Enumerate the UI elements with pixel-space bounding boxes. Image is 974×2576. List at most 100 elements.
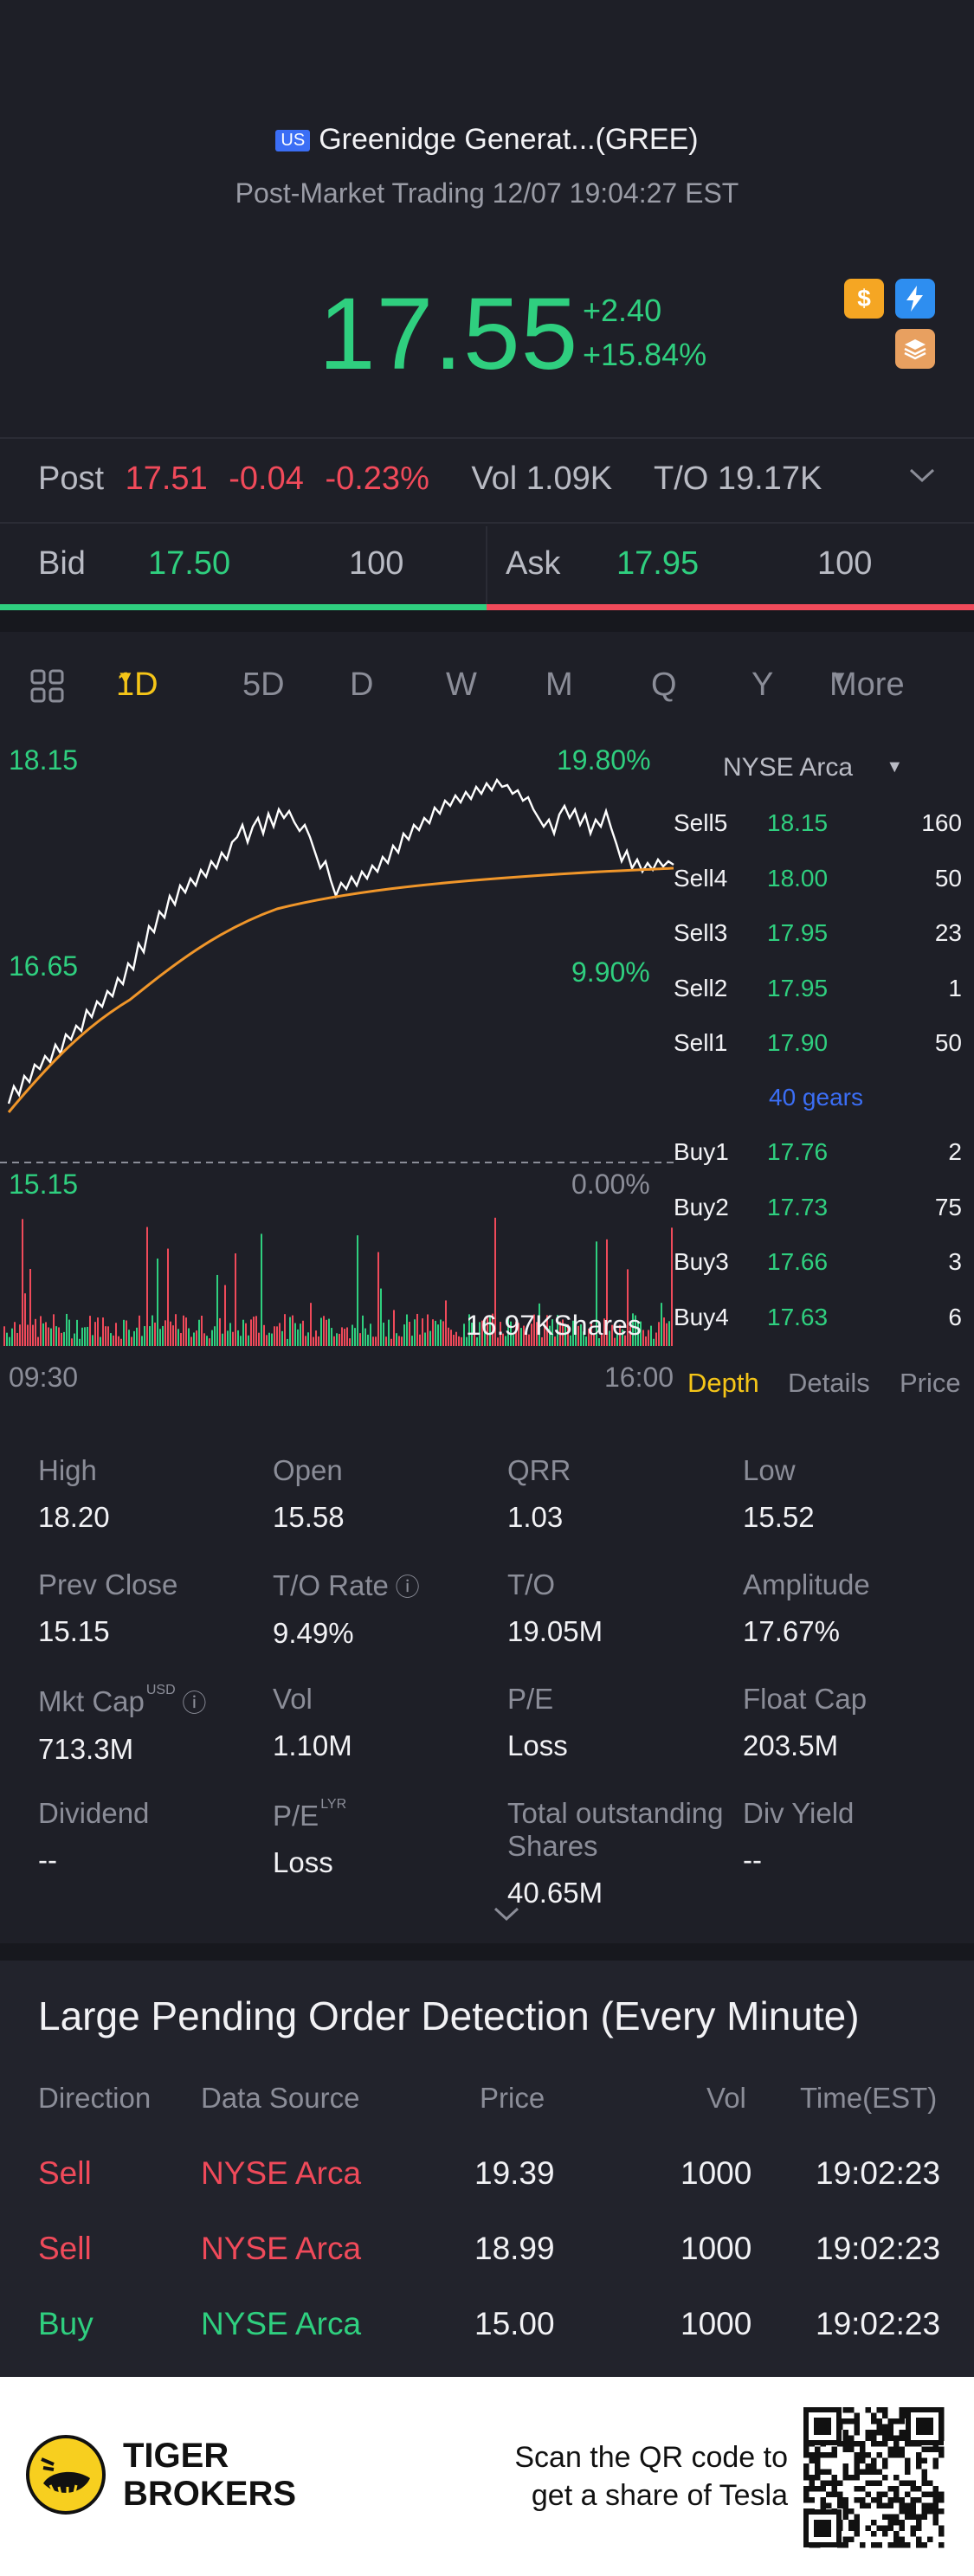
volume-bar bbox=[227, 1330, 229, 1346]
layers-icon[interactable] bbox=[895, 329, 935, 369]
stat-label: High bbox=[38, 1454, 97, 1486]
divider bbox=[486, 526, 487, 604]
trading-status: Post-Market Trading 12/07 19:04:27 EST bbox=[235, 177, 739, 209]
volume-bar bbox=[380, 1288, 382, 1346]
info-icon[interactable]: ⓘ bbox=[175, 1690, 207, 1716]
volume-bar bbox=[367, 1334, 369, 1346]
tab-details[interactable]: Details bbox=[788, 1368, 870, 1398]
volume-bar bbox=[172, 1325, 174, 1346]
lightning-icon[interactable] bbox=[895, 279, 935, 319]
volume-bar bbox=[658, 1322, 660, 1346]
tab-depth[interactable]: Depth bbox=[687, 1368, 759, 1398]
ob-level-price: 17.73 bbox=[767, 1193, 829, 1220]
stat-label: Float Cap bbox=[743, 1683, 868, 1715]
stat-item: QRR 1.03 bbox=[507, 1454, 741, 1534]
triangle-down-icon: ▼ bbox=[116, 667, 135, 688]
tab-price[interactable]: Price bbox=[900, 1368, 961, 1398]
ob-level-label: Sell1 bbox=[674, 1029, 728, 1056]
pct-axis-top: 19.80% bbox=[557, 744, 651, 776]
volume-bar bbox=[19, 1324, 21, 1346]
ob-level-qty: 50 bbox=[934, 864, 962, 892]
tab-y[interactable]: Y bbox=[751, 667, 774, 703]
volume-bar bbox=[266, 1335, 268, 1346]
volume-bar bbox=[139, 1315, 140, 1346]
tab-w[interactable]: W bbox=[446, 667, 477, 703]
volume-bar bbox=[458, 1336, 460, 1346]
qr-code-icon[interactable] bbox=[800, 2404, 947, 2551]
tab-d[interactable]: D bbox=[350, 667, 374, 703]
sell-level[interactable]: Sell1 17.90 50 bbox=[674, 1029, 964, 1072]
stat-value: Loss bbox=[507, 1729, 568, 1761]
volume-bar bbox=[354, 1328, 356, 1346]
buy-level[interactable]: Buy2 17.73 75 bbox=[674, 1194, 964, 1237]
volume-bar bbox=[541, 1336, 543, 1346]
sell-level[interactable]: Sell3 17.95 23 bbox=[674, 919, 964, 963]
pct-axis-bottom: 0.00% bbox=[571, 1169, 650, 1200]
dollar-icon[interactable]: $ bbox=[844, 279, 884, 319]
volume-bar bbox=[113, 1335, 114, 1346]
sell-level[interactable]: Sell4 18.00 50 bbox=[674, 865, 964, 908]
gears-count[interactable]: 40 gears bbox=[769, 1084, 863, 1111]
buy-level[interactable]: Buy4 17.63 6 bbox=[674, 1304, 964, 1347]
volume-bar bbox=[63, 1331, 65, 1346]
exchange-selector[interactable]: NYSE Arca ▼ bbox=[723, 753, 903, 782]
volume-bar bbox=[448, 1327, 449, 1346]
volume-bar bbox=[406, 1314, 408, 1346]
volume-bar bbox=[302, 1320, 304, 1346]
stat-value: 15.15 bbox=[38, 1615, 110, 1647]
volume-bar bbox=[616, 1332, 618, 1346]
sell-level[interactable]: Sell5 18.15 160 bbox=[674, 809, 964, 853]
volume-bar bbox=[671, 1227, 673, 1346]
stat-label: P/E bbox=[507, 1683, 554, 1715]
volume-bar bbox=[193, 1332, 195, 1346]
volume-bar bbox=[653, 1338, 655, 1346]
volume-bar bbox=[331, 1328, 332, 1346]
tab-q[interactable]: Q bbox=[651, 667, 677, 703]
order-direction: Sell bbox=[38, 2231, 92, 2266]
volume-bar bbox=[58, 1327, 60, 1346]
buy-level[interactable]: Buy1 17.76 2 bbox=[674, 1138, 964, 1182]
volume-bar bbox=[167, 1248, 169, 1346]
intraday-chart[interactable]: 18.15 16.65 15.15 19.80% 9.90% 0.00% 16.… bbox=[0, 731, 675, 1355]
large-orders-title: Large Pending Order Detection (Every Min… bbox=[38, 1993, 860, 2038]
sell-level[interactable]: Sell2 17.95 1 bbox=[674, 975, 964, 1018]
tab-5d[interactable]: 5D bbox=[242, 667, 285, 703]
volume-bar bbox=[118, 1336, 119, 1346]
volume-bar bbox=[84, 1327, 86, 1346]
volume-bar bbox=[159, 1329, 161, 1346]
post-change: -0.04 bbox=[229, 460, 304, 497]
ob-level-qty: 50 bbox=[934, 1029, 962, 1056]
volume-bar bbox=[245, 1323, 247, 1346]
volume-bar bbox=[271, 1333, 273, 1346]
volume-bar bbox=[349, 1338, 351, 1346]
volume-bar bbox=[253, 1317, 255, 1346]
ob-level-price: 18.00 bbox=[767, 864, 829, 892]
stat-label: Vol bbox=[273, 1683, 313, 1715]
order-price: 18.99 bbox=[474, 2231, 555, 2266]
promo-text: Scan the QR code to get a share of Tesla bbox=[485, 2438, 788, 2515]
volume-bar bbox=[619, 1324, 621, 1346]
volume-bar bbox=[637, 1321, 639, 1346]
stock-title[interactable]: US Greenidge Generat...(GREE) bbox=[0, 123, 974, 157]
stat-value: 19.05M bbox=[507, 1615, 603, 1647]
info-icon[interactable]: ⓘ bbox=[388, 1574, 420, 1600]
post-change-pct: -0.23% bbox=[325, 460, 429, 497]
buy-level[interactable]: Buy3 17.66 3 bbox=[674, 1248, 964, 1291]
volume-bar bbox=[92, 1335, 94, 1346]
chevron-down-icon[interactable] bbox=[907, 466, 937, 489]
post-turnover: T/O 19.17K bbox=[653, 460, 822, 497]
volume-bar bbox=[666, 1323, 668, 1346]
volume-bar bbox=[74, 1333, 75, 1346]
post-volume: Vol 1.09K bbox=[471, 460, 613, 497]
ob-level-price: 17.95 bbox=[767, 919, 829, 946]
ob-level-label: Sell2 bbox=[674, 974, 728, 1001]
tab-m[interactable]: M bbox=[545, 667, 573, 703]
volume-bar bbox=[507, 1317, 509, 1346]
volume-bar bbox=[9, 1336, 10, 1346]
grid-icon[interactable] bbox=[29, 668, 66, 713]
expand-chevron-icon[interactable] bbox=[492, 1904, 521, 1928]
volume-bar bbox=[216, 1274, 218, 1346]
post-market-row[interactable]: Post 17.51 -0.04 -0.23% Vol 1.09K T/O 19… bbox=[38, 460, 834, 498]
col-price: Price bbox=[480, 2082, 545, 2114]
volume-bar bbox=[513, 1335, 514, 1346]
